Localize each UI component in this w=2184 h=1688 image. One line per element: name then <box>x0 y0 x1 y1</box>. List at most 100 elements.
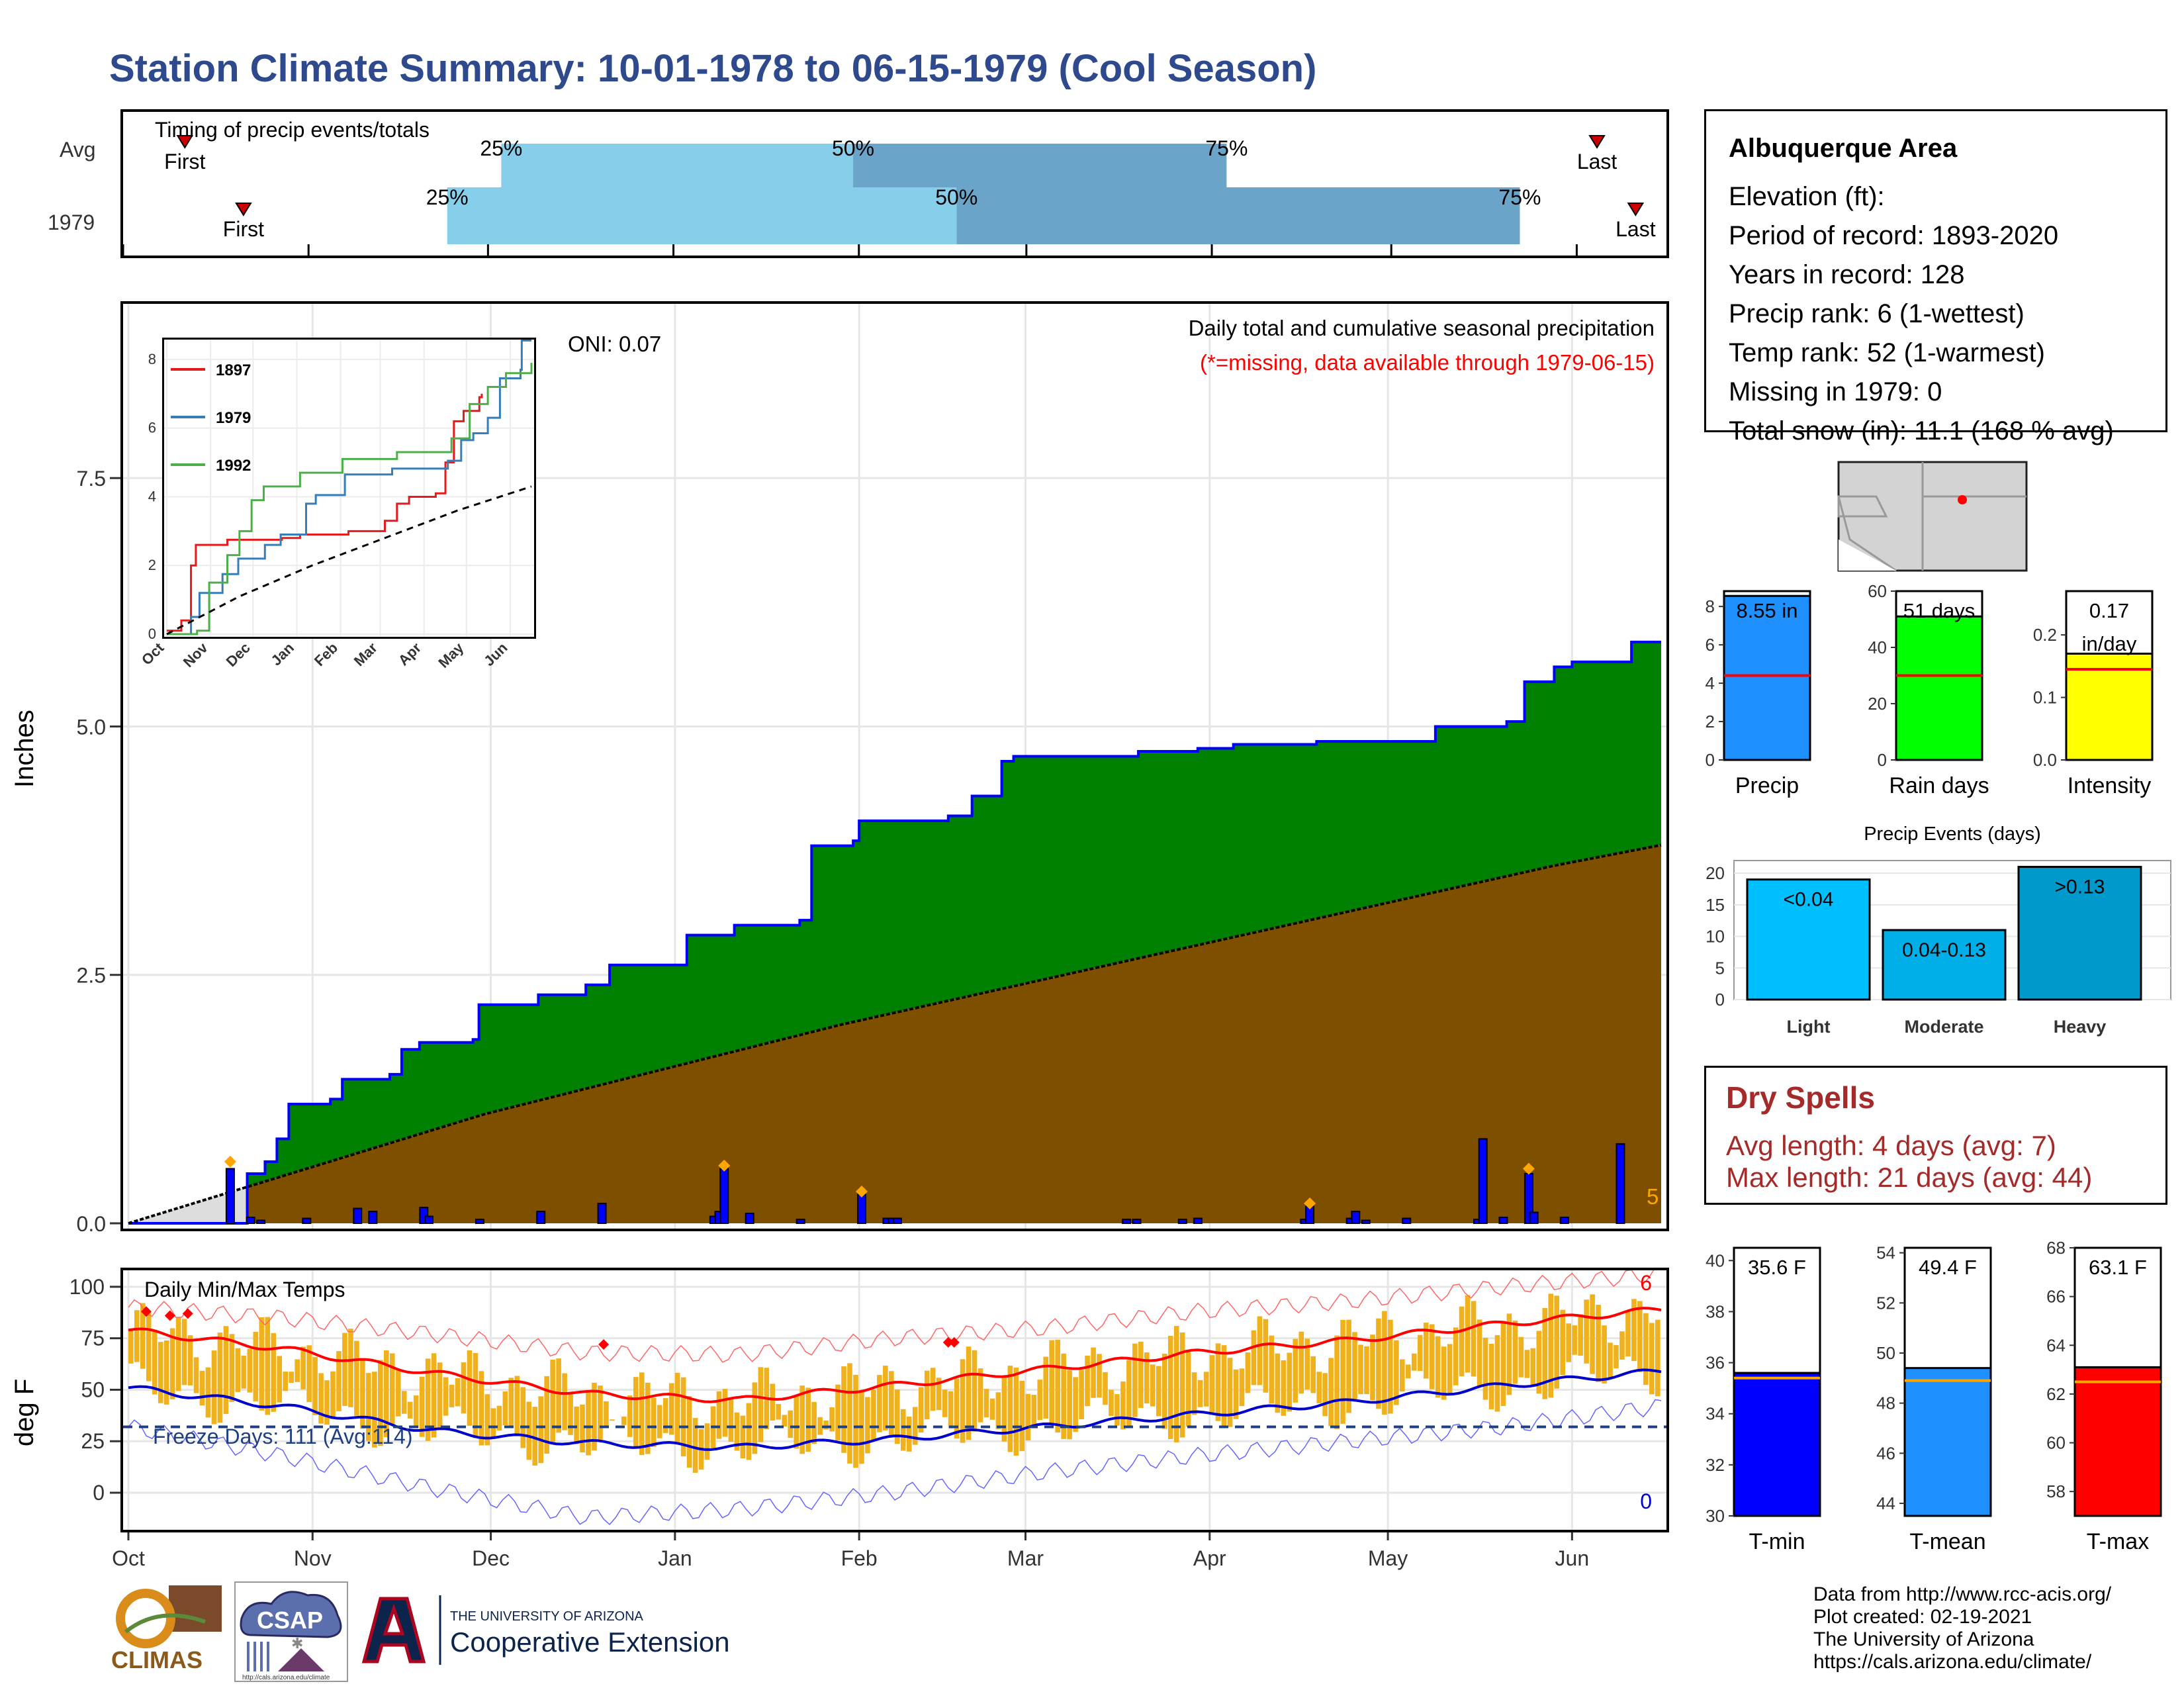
daily-temp-bar <box>1411 1353 1417 1371</box>
daily-temp-bar <box>1173 1326 1179 1442</box>
daily-temp-bar <box>895 1389 900 1444</box>
daily-temp-bar <box>936 1378 942 1411</box>
timing-last-marker-1979 <box>1627 203 1645 216</box>
heavy-event-marker <box>718 1159 731 1172</box>
daily-temp-bar <box>259 1317 265 1411</box>
daily-temp-bar <box>1043 1356 1049 1419</box>
inset-legend-label-1897: 1897 <box>216 361 251 379</box>
daily-precip-bar <box>1615 1143 1625 1225</box>
stat-y-tick-label: 32 <box>1706 1455 1725 1475</box>
month-tick-label: Jan <box>658 1546 692 1570</box>
timing-pct-label-Avg-1: 50% <box>832 136 874 160</box>
heavy-event-marker <box>224 1155 236 1168</box>
stat-value-label: 35.6 F <box>1748 1256 1806 1279</box>
info-missing: Missing in 1979: 0 <box>1729 377 1942 406</box>
average-cumulative-line <box>128 843 1662 1225</box>
stat-y-tick-label: 46 <box>1876 1443 1895 1463</box>
inset-panel: 1897 1979 1992 <box>162 338 536 639</box>
daily-temp-bar <box>478 1371 484 1446</box>
daily-temp-bar <box>283 1371 289 1391</box>
stat-y-tick-label: 68 <box>2046 1238 2066 1258</box>
inset-x-tick-label: May <box>435 639 467 671</box>
daily-temp-bar <box>532 1407 538 1466</box>
record-high-marker <box>942 1336 954 1348</box>
daily-temp-bar <box>716 1391 722 1439</box>
daily-temp-bar <box>1554 1295 1560 1389</box>
daily-temp-bar <box>592 1382 597 1451</box>
daily-precip-bar <box>1402 1217 1412 1224</box>
events-y-tick-label: 20 <box>1706 863 1725 883</box>
daily-temp-bar <box>384 1350 389 1438</box>
daily-temp-bar <box>520 1387 526 1448</box>
daily-temp-bar <box>906 1417 912 1452</box>
stat-y-tick-label: 38 <box>1706 1301 1725 1321</box>
daily-temp-bar <box>978 1368 983 1423</box>
csap-snowflake-icon: ✱ <box>291 1635 303 1652</box>
locator-map <box>1837 461 2028 572</box>
timing-last-marker-Avg <box>1588 135 1606 149</box>
daily-temp-bar <box>752 1382 758 1454</box>
daily-temp-bar <box>1488 1343 1494 1410</box>
stat-y-tick-label: 4 <box>1706 673 1715 693</box>
daily-temp-bar <box>1233 1369 1239 1419</box>
daily-temp-bar <box>306 1345 312 1403</box>
daily-temp-bar <box>158 1342 163 1403</box>
daily-temp-bar <box>1590 1294 1595 1374</box>
inset-x-tick-label: Feb <box>311 639 341 669</box>
daily-precip-bar <box>424 1215 433 1225</box>
daily-temp-bar <box>271 1333 277 1412</box>
stat-y-tick-label: 30 <box>1706 1506 1725 1526</box>
ua-cooperative-extension-logo: THE UNIVERSITY OF ARIZONA Cooperative Ex… <box>361 1595 730 1665</box>
daily-temp-bar <box>1524 1350 1530 1378</box>
daily-temp-bar <box>175 1317 181 1391</box>
inset-series-1897 <box>167 393 483 632</box>
daily-temp-bar <box>805 1387 811 1452</box>
inset-axes: 0 2 4 6 8 Oct Nov Dec Jan Feb Mar Apr May Jun <box>138 351 511 671</box>
timing-bar-25-50-1979 <box>447 187 957 244</box>
inset-y-tick-label: 8 <box>148 351 156 367</box>
daily-temp-bar <box>621 1416 627 1425</box>
daily-temp-bar <box>1061 1353 1066 1439</box>
daily-temp-bar <box>289 1372 295 1383</box>
timing-pct-label-1979-1: 50% <box>935 185 978 209</box>
stat-y-tick-label: 66 <box>2046 1287 2066 1307</box>
daily-temp-bar <box>1115 1394 1120 1426</box>
daily-temp-bar <box>366 1373 371 1441</box>
stat-y-tick-label: 48 <box>1876 1393 1895 1413</box>
daily-temp-bar <box>1400 1359 1405 1392</box>
daily-temp-bar <box>811 1401 817 1444</box>
dry-spells-box: Dry Spells Avg length: 4 days (avg: 7) M… <box>1704 1066 2167 1205</box>
daily-temp-bar <box>580 1404 585 1453</box>
daily-temp-bar <box>889 1371 894 1436</box>
stat-y-tick-label: 60 <box>1868 581 1887 601</box>
daily-temp-bar <box>1150 1364 1156 1407</box>
daily-temp-bar <box>1251 1330 1257 1385</box>
daily-temp-bar <box>484 1394 490 1446</box>
events-y-tick-label: 5 <box>1715 958 1725 978</box>
daily-temp-bar <box>627 1395 633 1437</box>
daily-temp-bar <box>960 1359 966 1443</box>
daily-temp-bar <box>948 1391 954 1429</box>
timing-first-marker-Avg <box>176 135 194 149</box>
inset-chart: 1897 1979 1992 <box>164 340 534 637</box>
map-state-borders <box>1837 462 2026 572</box>
temp-y-tick-label: 100 <box>69 1275 105 1299</box>
daily-temp-bar <box>877 1375 882 1432</box>
timing-last-label-1979: Last <box>1615 217 1656 241</box>
daily-precip-bar <box>796 1218 805 1224</box>
daily-temp-bar <box>1614 1344 1619 1369</box>
daily-temp-bar <box>1542 1307 1548 1399</box>
page-title: Station Climate Summary: 10-01-1978 to 0… <box>109 47 1317 90</box>
daily-temp-bar <box>668 1383 674 1435</box>
daily-temp-bar <box>360 1360 365 1429</box>
daily-temp-bar <box>449 1384 455 1407</box>
info-years: Years in record: 128 <box>1729 260 1965 289</box>
daily-temp-bar <box>1310 1356 1316 1393</box>
daily-temp-bar <box>1263 1319 1269 1393</box>
stat-value-label: 8.55 in <box>1736 599 1797 622</box>
events-y-tick-label: 15 <box>1706 895 1725 915</box>
inset-x-tick-label: Oct <box>138 639 167 668</box>
daily-temp-bar <box>1631 1299 1637 1362</box>
inset-legend-label-1992: 1992 <box>216 457 251 475</box>
daily-temp-bar <box>265 1317 271 1415</box>
